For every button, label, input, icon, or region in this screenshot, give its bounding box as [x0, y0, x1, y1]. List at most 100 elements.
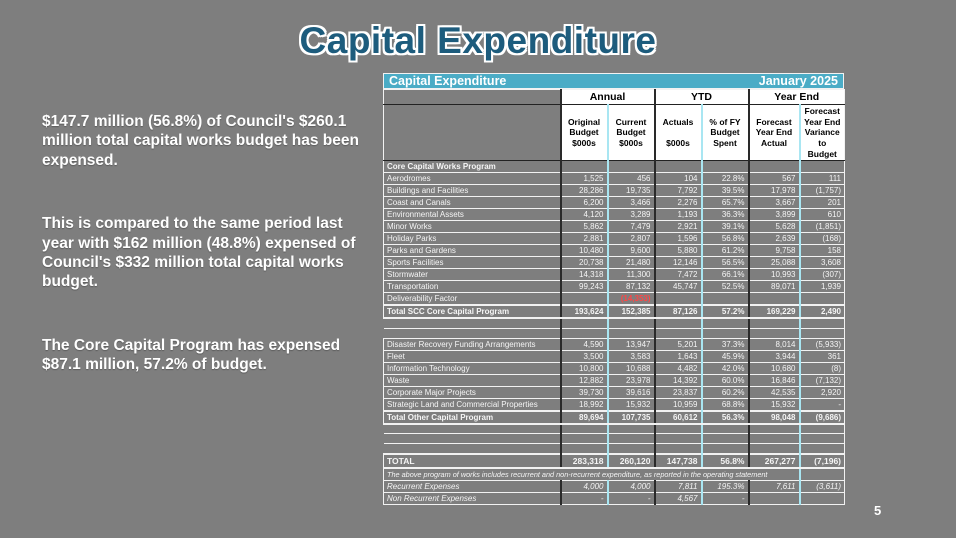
table-cell: (7,196)	[798, 452, 846, 469]
table-cell: 456	[606, 172, 655, 186]
table-cell	[747, 292, 800, 306]
table-cell	[383, 317, 561, 329]
commentary-paragraph-3: The Core Capital Program has expensed $8…	[42, 336, 341, 373]
commentary-block: $147.7 million (56.8%) of Council's $260…	[42, 112, 360, 418]
table-cell: 42.0%	[700, 361, 749, 375]
table-cell: 23,978	[606, 373, 655, 387]
table-title: Capital Expenditure	[389, 74, 507, 88]
table-cell: 89,071	[747, 280, 800, 294]
table-cell: Transportation	[383, 280, 561, 294]
column-group-yearend: Year End	[747, 89, 846, 105]
table-cell	[700, 433, 749, 445]
table-row: Corporate Major Projects 39,730 39,616 23,8…	[383, 385, 846, 399]
table-cell	[653, 423, 702, 435]
column-group-annual: Annual	[559, 89, 655, 105]
table-cell: 4,000	[606, 479, 655, 493]
table-cell: 3,500	[559, 349, 608, 363]
table-cell: 4,590	[559, 337, 608, 351]
table-cell: 10,800	[559, 361, 608, 375]
table-cell: (9,686)	[798, 409, 846, 425]
table-cell: 4,567	[653, 491, 702, 505]
table-row: Disaster Recovery Funding Arrangements 4,…	[383, 337, 846, 351]
table-row: Minor Works 5,862 7,479 2,921 39.1% 5,628 (1,8…	[383, 220, 846, 234]
table-cell: Parks and Gardens	[383, 244, 561, 258]
table-cell	[798, 292, 846, 306]
table-row	[383, 423, 846, 435]
table-cell: 60.2%	[700, 385, 749, 399]
table-cell: 99,243	[559, 280, 608, 294]
table-cell: 22.8%	[700, 172, 749, 186]
table-row: Information Technology 10,800 10,688 4,482 4…	[383, 361, 846, 375]
table-cell: 1,193	[653, 208, 702, 222]
table-cell: -	[700, 491, 749, 505]
table-cell: 9,758	[747, 244, 800, 258]
column-header-actuals: Actuals $000s	[653, 103, 702, 162]
table-row: The above program of works includes recu…	[383, 467, 846, 481]
table-row: TOTAL 283,318 260,120 147,738 56.8% 267,277 (7…	[383, 452, 846, 469]
table-cell: (1,757)	[798, 184, 846, 198]
table-cell: 195.3%	[700, 479, 749, 493]
table-cell: 87,126	[653, 304, 702, 320]
table-cell	[653, 443, 702, 455]
table-cell: 8,014	[747, 337, 800, 351]
table-cell	[798, 467, 846, 481]
table-cell: 10,480	[559, 244, 608, 258]
table-cell	[700, 292, 749, 306]
table-cell: 12,146	[653, 256, 702, 270]
table-cell: 45.9%	[700, 349, 749, 363]
table-cell: 567	[747, 172, 800, 186]
table-cell: 89,694	[559, 409, 608, 425]
table-cell: Deliverability Factor	[383, 292, 561, 306]
table-cell: Sports Facilities	[383, 256, 561, 270]
table-cell	[559, 423, 608, 435]
table-cell: Core Capital Works Program	[383, 160, 561, 174]
table-cell: 193,624	[559, 304, 608, 320]
table-cell: 267,277	[747, 452, 800, 469]
table-cell: 1,939	[798, 280, 846, 294]
table-cell	[606, 433, 655, 445]
table-row: Coast and Canals 6,200 3,466 2,276 65.7% 3,66…	[383, 196, 846, 210]
table-cell: 16,846	[747, 373, 800, 387]
table-cell: Environmental Assets	[383, 208, 561, 222]
table-cell: 1,596	[653, 232, 702, 246]
table-period: January 2025	[758, 74, 838, 88]
table-cell	[700, 327, 749, 339]
table-row: Stormwater 14,318 11,300 7,472 66.1% 10,993 (3…	[383, 268, 846, 282]
table-cell: 3,608	[798, 256, 846, 270]
table-cell: 39,730	[559, 385, 608, 399]
column-group-row: Annual YTD Year End	[383, 89, 846, 105]
table-cell: 7,479	[606, 220, 655, 234]
table-cell	[653, 327, 702, 339]
table-cell	[559, 160, 608, 174]
table-cell	[606, 423, 655, 435]
table-cell: 2,921	[653, 220, 702, 234]
table-cell: TOTAL	[383, 452, 561, 469]
table-cell: 17,978	[747, 184, 800, 198]
table-cell: 5,201	[653, 337, 702, 351]
table-cell: 57.2%	[700, 304, 749, 320]
page-number: 5	[874, 503, 882, 518]
table-cell: Stormwater	[383, 268, 561, 282]
corner-cell	[383, 89, 561, 105]
table-cell: Total SCC Core Capital Program	[383, 304, 561, 320]
table-cell: 2,639	[747, 232, 800, 246]
table-row: Parks and Gardens 10,480 9,600 5,880 61.2% 9,…	[383, 244, 846, 258]
table-cell: 147,738	[653, 452, 702, 469]
table-row: Strategic Land and Commercial Properties…	[383, 397, 846, 412]
table-cell	[747, 433, 800, 445]
table-cell: 10,688	[606, 361, 655, 375]
table-cell	[798, 433, 846, 445]
table-cell: (7,132)	[798, 373, 846, 387]
table-cell: 7,472	[653, 268, 702, 282]
table-cell: -	[559, 491, 608, 505]
table-cell: 361	[798, 349, 846, 363]
table-cell: 13,947	[606, 337, 655, 351]
table-cell: 201	[798, 196, 846, 210]
table-row	[383, 433, 846, 445]
table-cell: 39.5%	[700, 184, 749, 198]
table-cell: 1,525	[559, 172, 608, 186]
table-cell: Fleet	[383, 349, 561, 363]
table-row: Waste 12,882 23,978 14,392 60.0% 16,846 (7,132…	[383, 373, 846, 387]
table-cell: 56.5%	[700, 256, 749, 270]
table-cell	[383, 443, 561, 455]
